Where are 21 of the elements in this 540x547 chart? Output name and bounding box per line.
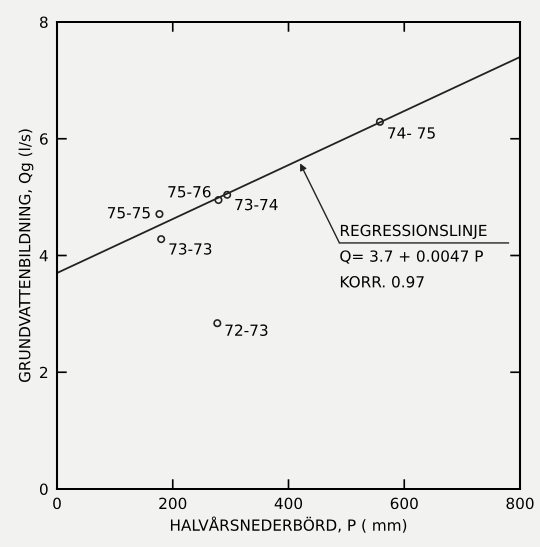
x-tick-label: 800 bbox=[506, 498, 534, 510]
annotation: Q= 3.7 + 0.0047 P bbox=[340, 250, 483, 264]
annotation: 74- 75 bbox=[388, 127, 435, 139]
annotation: 73-74 bbox=[235, 198, 278, 210]
annotation: 73-73 bbox=[169, 243, 212, 255]
y-tick-label: 6 bbox=[40, 133, 48, 145]
y-axis-title: GRUNDVATTENBILDNING, Qg (l/s) bbox=[18, 129, 34, 382]
y-tick-label: 4 bbox=[40, 250, 48, 262]
annotation: REGRESSIONSLINJE bbox=[340, 224, 486, 240]
x-axis-title: HALVÅRSNEDERBÖRD, P ( mm) bbox=[170, 516, 406, 533]
x-tick-label: 600 bbox=[390, 498, 418, 510]
y-tick-label: 0 bbox=[40, 483, 48, 496]
annotation: 75-75 bbox=[108, 207, 150, 218]
y-tick-label: 2 bbox=[40, 366, 48, 378]
y-tick-label: 8 bbox=[40, 16, 48, 28]
annotation: 72-73 bbox=[226, 324, 268, 336]
annotation: KORR. 0.97 bbox=[340, 276, 424, 288]
x-tick-label: 400 bbox=[274, 498, 302, 510]
x-tick-label: 0 bbox=[53, 498, 61, 510]
annotation: 75-76 bbox=[168, 186, 211, 198]
x-tick-label: 200 bbox=[159, 498, 186, 510]
